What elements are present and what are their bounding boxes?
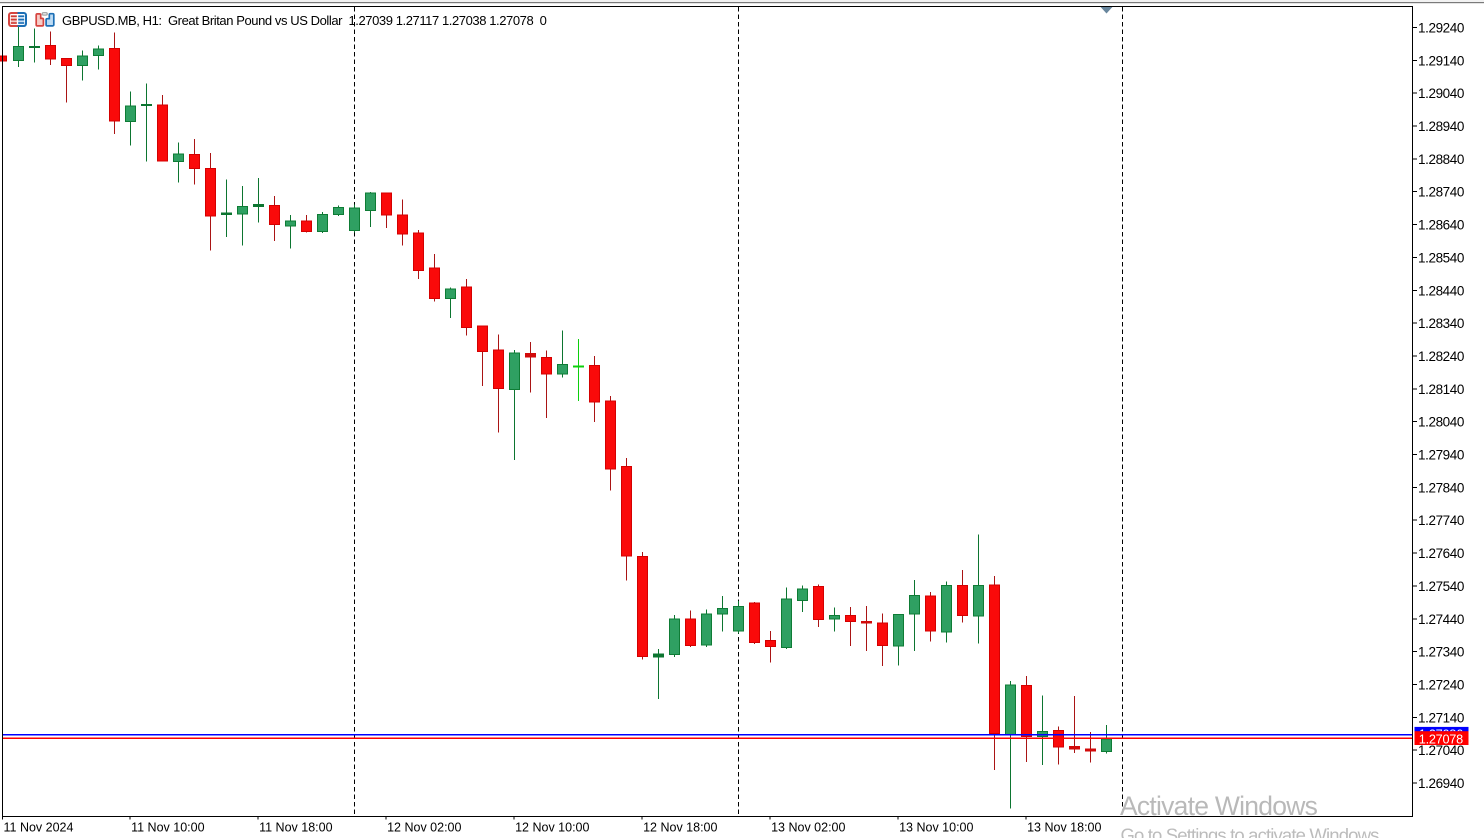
svg-text:13 Nov 18:00: 13 Nov 18:00	[1027, 821, 1101, 835]
svg-text:1.28040: 1.28040	[1418, 415, 1464, 430]
svg-text:1.28140: 1.28140	[1418, 382, 1464, 397]
svg-text:GBPUSD.MB, H1: Great Britan P: GBPUSD.MB, H1: Great Britan Pound vs US …	[62, 13, 547, 28]
svg-text:1.29140: 1.29140	[1418, 53, 1464, 68]
svg-text:1.27540: 1.27540	[1418, 579, 1464, 594]
svg-text:1.28440: 1.28440	[1418, 283, 1464, 298]
svg-text:12 Nov 02:00: 12 Nov 02:00	[387, 821, 461, 835]
svg-text:1.27040: 1.27040	[1418, 743, 1464, 758]
svg-text:1.27440: 1.27440	[1418, 612, 1464, 627]
svg-text:12 Nov 10:00: 12 Nov 10:00	[515, 821, 589, 835]
svg-text:11 Nov 18:00: 11 Nov 18:00	[259, 821, 332, 835]
svg-text:1.27240: 1.27240	[1418, 678, 1464, 693]
svg-text:13 Nov 10:00: 13 Nov 10:00	[899, 821, 973, 835]
svg-text:11 Nov 10:00: 11 Nov 10:00	[131, 821, 204, 835]
svg-text:1.29240: 1.29240	[1418, 21, 1464, 36]
svg-text:1.27840: 1.27840	[1418, 480, 1464, 495]
svg-text:1.27086: 1.27086	[1419, 728, 1463, 742]
svg-text:1.27640: 1.27640	[1418, 546, 1464, 561]
svg-text:1.28640: 1.28640	[1418, 218, 1464, 233]
svg-text:1.28240: 1.28240	[1418, 349, 1464, 364]
svg-text:12 Nov 18:00: 12 Nov 18:00	[643, 821, 717, 835]
svg-text:1.27940: 1.27940	[1418, 448, 1464, 463]
svg-text:1.27078: 1.27078	[1419, 732, 1463, 746]
svg-text:1.28940: 1.28940	[1418, 119, 1464, 134]
svg-text:1.28740: 1.28740	[1418, 185, 1464, 200]
svg-text:Go to Settings to activate Win: Go to Settings to activate Windows.	[1121, 825, 1383, 838]
svg-text:1.27340: 1.27340	[1418, 645, 1464, 660]
svg-text:1.29040: 1.29040	[1418, 86, 1464, 101]
svg-text:13 Nov 02:00: 13 Nov 02:00	[771, 821, 845, 835]
svg-text:11 Nov 2024: 11 Nov 2024	[4, 821, 74, 835]
svg-text:1.28540: 1.28540	[1418, 250, 1464, 265]
svg-text:1.26940: 1.26940	[1418, 776, 1464, 791]
svg-text:1.28840: 1.28840	[1418, 152, 1464, 167]
svg-text:1.27740: 1.27740	[1418, 513, 1464, 528]
svg-text:1.27140: 1.27140	[1418, 710, 1464, 725]
svg-text:1.28340: 1.28340	[1418, 316, 1464, 331]
